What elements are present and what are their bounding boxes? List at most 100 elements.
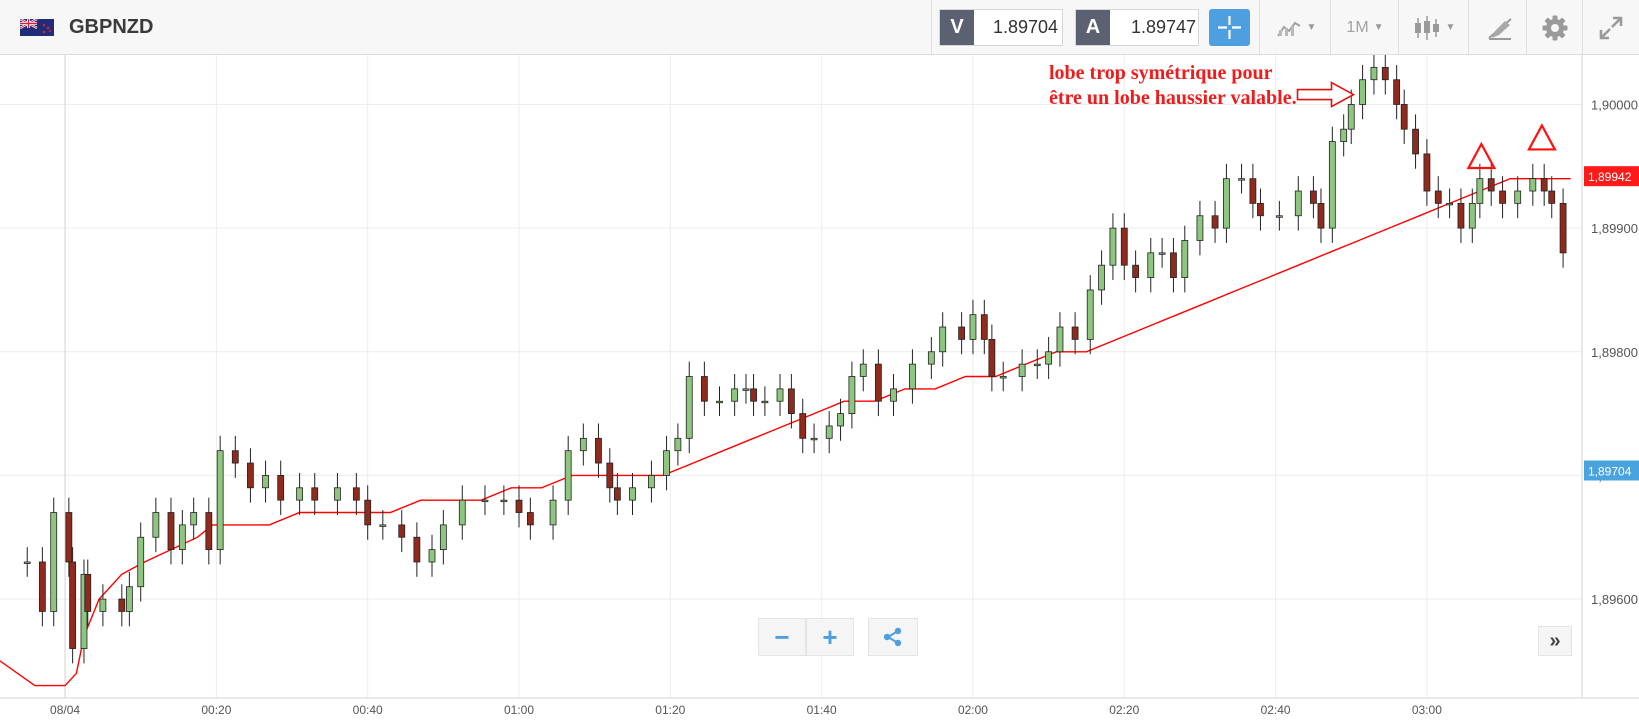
time-axis-label: 03:00 — [1412, 703, 1442, 717]
candle — [825, 411, 833, 454]
price-axis-label: 1,89600 — [1591, 592, 1638, 607]
candle-body-down — [69, 561, 77, 649]
candle-body-down — [38, 561, 46, 612]
chevron-down-icon: ▼ — [1306, 22, 1317, 33]
price-axis-label: 1,89800 — [1591, 345, 1638, 360]
candle — [837, 398, 844, 441]
candle-body-down — [1457, 202, 1465, 229]
candle — [1120, 213, 1128, 281]
scroll-to-latest-button[interactable]: » — [1538, 626, 1572, 656]
candle-body-down — [65, 512, 73, 563]
gear-icon — [1542, 15, 1568, 40]
candle-body-down — [167, 512, 175, 551]
candle-body-up — [125, 586, 133, 612]
candle-body-down — [118, 598, 126, 612]
zoom-out-button[interactable]: − — [758, 618, 806, 656]
expand-button[interactable] — [1588, 9, 1634, 46]
candle — [890, 374, 897, 417]
triangle-marker — [1466, 141, 1497, 170]
candle-body-up — [1033, 363, 1041, 367]
time-axis[interactable]: 08/04 00:20 00:40 01:00 01:20 01:40 02:00 02:20… — [50, 703, 1442, 717]
candle-body-up — [1018, 363, 1026, 377]
timeframe-button[interactable]: 1M ▼ — [1336, 9, 1394, 46]
candle — [629, 472, 636, 515]
candle-body-down — [247, 462, 254, 489]
candle-body-up — [776, 388, 784, 402]
time-axis-label: 08/04 — [50, 703, 80, 717]
candle — [1487, 163, 1495, 206]
candle-body-up — [1529, 178, 1537, 192]
candle-body-up — [1347, 104, 1355, 130]
zoom-in-button[interactable]: + — [806, 618, 854, 656]
time-axis-label: 02:00 — [958, 703, 988, 717]
crosshair-button[interactable] — [1209, 9, 1250, 46]
candle — [481, 485, 489, 515]
candle-body-up — [629, 487, 636, 501]
candlestick-series — [23, 55, 1567, 664]
candle — [1147, 238, 1155, 293]
candle — [1170, 238, 1177, 293]
candle-body-up — [50, 512, 58, 612]
candle — [799, 398, 807, 454]
candle-body-up — [1158, 252, 1166, 255]
candle — [1098, 250, 1105, 305]
uk-nz-flag-icon — [20, 19, 54, 36]
candle — [1328, 126, 1336, 243]
candle-body-up — [1109, 227, 1117, 266]
candle — [1018, 349, 1026, 392]
candle — [152, 497, 160, 553]
candle-body-up — [909, 363, 916, 390]
price-axis-label: 1,90000 — [1591, 97, 1638, 112]
candle — [1132, 250, 1140, 293]
candle-body-up — [500, 499, 508, 503]
candle — [1045, 336, 1053, 379]
sell-price-button[interactable]: V 1.89704 — [939, 9, 1063, 46]
chevron-down-icon: ▼ — [1373, 22, 1384, 33]
candle-body-up — [969, 314, 977, 340]
candle-body-down — [1310, 190, 1317, 204]
buy-price: 1.89747 — [1131, 17, 1197, 37]
candle-body-down — [398, 524, 406, 538]
chart-type-button[interactable]: ▼ — [1266, 9, 1326, 46]
instrument-symbol: GBPNZD — [69, 16, 154, 38]
share-button[interactable] — [868, 618, 918, 656]
drawing-tools-button[interactable] — [1476, 9, 1524, 46]
candle — [1347, 89, 1355, 145]
price-axis[interactable]: 1,896001,897001,898001,899001,900001,899… — [1584, 97, 1639, 607]
candle-body-up — [1468, 202, 1476, 229]
settings-button[interactable] — [1532, 9, 1578, 46]
current-price-tag-bg — [1584, 166, 1639, 187]
candle — [909, 349, 916, 404]
candle-body-up — [648, 475, 655, 489]
bid-price-tag: 1,89704 — [1584, 460, 1639, 481]
candlestick-icon — [1414, 15, 1439, 40]
candle — [231, 435, 239, 478]
candle — [190, 497, 198, 540]
candle — [750, 374, 757, 417]
candle — [69, 547, 77, 664]
sell-label: V — [940, 10, 974, 45]
minus-icon: − — [774, 621, 790, 652]
candle — [1249, 163, 1257, 219]
price-chart[interactable]: 1,896001,897001,898001,899001,900001,899… — [0, 55, 1639, 724]
candle — [1056, 312, 1064, 367]
plus-icon: + — [822, 621, 838, 652]
moving-average-line — [0, 177, 1571, 687]
candle-body-down — [526, 512, 534, 526]
candle — [595, 423, 602, 478]
candle-body-up — [1446, 202, 1453, 206]
drawing-tools-icon — [1488, 17, 1512, 40]
candle-body-down — [1381, 66, 1389, 81]
candle — [958, 312, 966, 355]
candle — [1211, 200, 1219, 243]
candle — [84, 559, 92, 627]
time-axis-label: 01:00 — [504, 703, 534, 717]
candle-body-down — [1499, 190, 1506, 204]
candle-body-up — [23, 561, 31, 564]
candlestick-button[interactable]: ▼ — [1404, 9, 1464, 46]
candle-body-down — [1540, 178, 1548, 192]
candle — [216, 435, 224, 565]
toolbar-divider — [1526, 0, 1527, 55]
buy-price-button[interactable]: A 1.89747 — [1075, 9, 1199, 46]
candle-body-down — [1412, 128, 1419, 155]
